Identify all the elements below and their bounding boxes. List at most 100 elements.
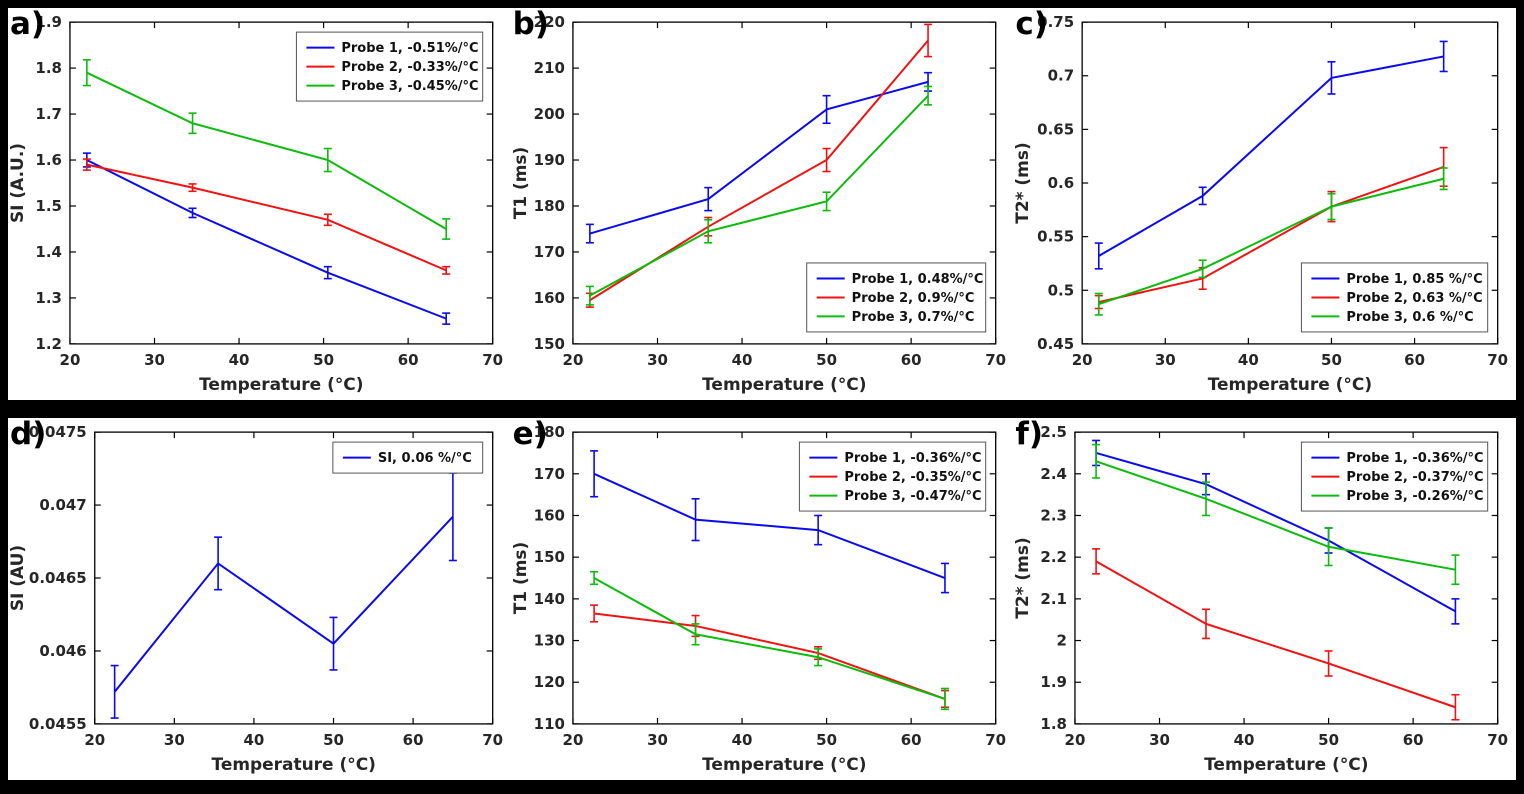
svg-text:T1 (ms): T1 (ms) [511, 542, 531, 615]
svg-text:T2* (ms): T2* (ms) [1013, 537, 1033, 618]
svg-text:0.6: 0.6 [1048, 174, 1075, 192]
svg-text:30: 30 [164, 731, 185, 749]
svg-text:50: 50 [313, 351, 334, 369]
svg-text:1.7: 1.7 [35, 105, 62, 123]
svg-text:30: 30 [647, 731, 668, 749]
svg-text:1.2: 1.2 [35, 335, 62, 353]
svg-text:170: 170 [533, 243, 564, 261]
svg-text:T1 (ms): T1 (ms) [511, 147, 531, 220]
svg-text:140: 140 [533, 590, 564, 608]
svg-text:120: 120 [533, 673, 564, 691]
svg-text:Temperature (°C): Temperature (°C) [199, 375, 363, 395]
svg-text:SI, 0.06 %/°C: SI, 0.06 %/°C [378, 451, 472, 466]
legend: Probe 1, -0.36%/°C Probe 2, -0.37%/°C Prob… [1301, 441, 1489, 512]
svg-text:160: 160 [533, 506, 564, 524]
svg-text:40: 40 [1234, 731, 1255, 749]
svg-text:1.8: 1.8 [1041, 715, 1068, 733]
legend: Probe 1, 0.48%/°C Probe 2, 0.9%/°C Probe 3… [805, 262, 986, 333]
chart-si-vs-temperature: 20 30 40 50 60 70 1.2 1.3 1.4 1.5 1.6 1.7 1.8 1.9 Temp… [8, 13, 503, 395]
chart-t2star-vs-temperature: 20 30 40 50 60 70 0.45 0.5 0.55 0.6 0.65 0.7 0.75 Tem… [1013, 13, 1509, 395]
panel-e: e) 20 30 40 50 60 70 110 120 130 140 150 160 170 180 T… [510, 418, 1014, 780]
svg-text:50: 50 [816, 351, 837, 369]
svg-text:0.046: 0.046 [39, 642, 86, 660]
svg-text:1.9: 1.9 [35, 13, 62, 31]
svg-text:180: 180 [533, 197, 564, 215]
legend: Probe 1, -0.36%/°C Probe 2, -0.35%/°C Prob… [798, 441, 986, 512]
svg-text:1.4: 1.4 [35, 243, 62, 261]
svg-text:220: 220 [533, 13, 564, 31]
svg-text:Probe 1, 0.85 %/°C: Probe 1, 0.85 %/°C [1347, 272, 1483, 287]
svg-text:20: 20 [1072, 351, 1093, 369]
svg-text:190: 190 [533, 151, 564, 169]
svg-text:150: 150 [533, 548, 564, 566]
panel-b: b) 20 30 40 50 60 70 150 160 170 180 190 200 210 220 T… [510, 8, 1014, 400]
svg-text:Probe 2, 0.9%/°C: Probe 2, 0.9%/°C [851, 291, 974, 306]
svg-text:0.0475: 0.0475 [29, 423, 87, 441]
svg-text:Temperature (°C): Temperature (°C) [1204, 755, 1368, 775]
chart-si-au-vs-temperature: 20 30 40 50 60 70 0.0455 0.046 0.0465 0.047 0.0475… [8, 423, 503, 775]
svg-text:0.75: 0.75 [1038, 13, 1075, 31]
svg-text:Temperature (°C): Temperature (°C) [702, 375, 866, 395]
svg-text:20: 20 [562, 731, 583, 749]
svg-text:60: 60 [1404, 351, 1425, 369]
svg-text:180: 180 [533, 423, 564, 441]
svg-text:Temperature (°C): Temperature (°C) [702, 755, 866, 775]
svg-text:Probe 1, -0.51%/°C: Probe 1, -0.51%/°C [341, 41, 478, 56]
svg-text:70: 70 [1488, 731, 1509, 749]
svg-text:110: 110 [533, 715, 564, 733]
svg-text:170: 170 [533, 465, 564, 483]
svg-text:60: 60 [900, 351, 921, 369]
svg-text:40: 40 [1238, 351, 1259, 369]
svg-text:20: 20 [562, 351, 583, 369]
svg-text:0.047: 0.047 [39, 496, 86, 514]
svg-text:Probe 1, -0.36%/°C: Probe 1, -0.36%/°C [1347, 451, 1484, 466]
svg-text:50: 50 [816, 731, 837, 749]
svg-text:2: 2 [1057, 632, 1067, 650]
legend: Probe 1, 0.85 %/°C Probe 2, 0.63 %/°C Prob… [1301, 262, 1489, 333]
svg-text:40: 40 [243, 731, 264, 749]
figure-row-bottom: d) 20 30 40 50 60 70 0.0455 0.046 0.0465 0.047 0.0… [8, 418, 1517, 780]
svg-text:0.45: 0.45 [1038, 335, 1075, 353]
svg-text:60: 60 [403, 731, 424, 749]
svg-text:Probe 3, -0.45%/°C: Probe 3, -0.45%/°C [341, 79, 478, 94]
panel-f: f) 20 30 40 50 60 70 1.8 1.9 2 2.1 2.2 2.3 2.4 2.5 Tem… [1013, 418, 1517, 780]
chart-t2star-bottom-vs-temperature: 20 30 40 50 60 70 1.8 1.9 2 2.1 2.2 2.3 2.4 2.5 Temper… [1013, 423, 1509, 775]
svg-text:150: 150 [533, 335, 564, 353]
svg-text:0.0455: 0.0455 [29, 715, 87, 733]
panel-c: c) 20 30 40 50 60 70 0.45 0.5 0.55 0.6 0.65 0.7 0.75… [1013, 8, 1517, 400]
svg-text:2.2: 2.2 [1041, 548, 1068, 566]
svg-text:Temperature (°C): Temperature (°C) [212, 755, 376, 775]
svg-text:50: 50 [323, 731, 344, 749]
svg-text:Probe 3, 0.7%/°C: Probe 3, 0.7%/°C [851, 310, 974, 325]
svg-text:0.5: 0.5 [1048, 281, 1075, 299]
svg-text:40: 40 [229, 351, 250, 369]
svg-text:Probe 3, -0.26%/°C: Probe 3, -0.26%/°C [1347, 489, 1484, 504]
panel-a: a) 20 30 40 50 60 70 1.2 1.3 1.4 1.5 1.6 1.7 1.8 1.9 T… [8, 8, 511, 400]
svg-text:70: 70 [985, 351, 1006, 369]
svg-text:60: 60 [1403, 731, 1424, 749]
svg-text:1.5: 1.5 [35, 197, 62, 215]
svg-text:T2* (ms): T2* (ms) [1013, 142, 1033, 223]
chart-t1-bottom-vs-temperature: 20 30 40 50 60 70 110 120 130 140 150 160 170 180 Temp… [511, 423, 1006, 775]
svg-text:1.8: 1.8 [35, 59, 62, 77]
svg-text:60: 60 [398, 351, 419, 369]
svg-text:0.55: 0.55 [1038, 228, 1075, 246]
figure-row-top: a) 20 30 40 50 60 70 1.2 1.3 1.4 1.5 1.6 1.7 1.8 1.9 T… [8, 8, 1517, 400]
svg-text:30: 30 [144, 351, 165, 369]
svg-text:Probe 2, -0.35%/°C: Probe 2, -0.35%/°C [844, 470, 981, 485]
svg-text:Probe 2, 0.63 %/°C: Probe 2, 0.63 %/°C [1347, 291, 1483, 306]
panel-d: d) 20 30 40 50 60 70 0.0455 0.046 0.0465 0.047 0.0… [8, 418, 511, 780]
svg-text:2.1: 2.1 [1041, 590, 1068, 608]
svg-text:70: 70 [1488, 351, 1509, 369]
svg-text:20: 20 [1065, 731, 1086, 749]
svg-text:Temperature (°C): Temperature (°C) [1208, 375, 1372, 395]
svg-text:Probe 2, -0.37%/°C: Probe 2, -0.37%/°C [1347, 470, 1484, 485]
svg-text:2.5: 2.5 [1041, 423, 1068, 441]
svg-text:0.0465: 0.0465 [29, 569, 87, 587]
svg-text:160: 160 [533, 289, 564, 307]
svg-text:Probe 1, 0.48%/°C: Probe 1, 0.48%/°C [851, 272, 983, 287]
svg-text:30: 30 [647, 351, 668, 369]
svg-text:30: 30 [1155, 351, 1176, 369]
svg-text:30: 30 [1149, 731, 1170, 749]
